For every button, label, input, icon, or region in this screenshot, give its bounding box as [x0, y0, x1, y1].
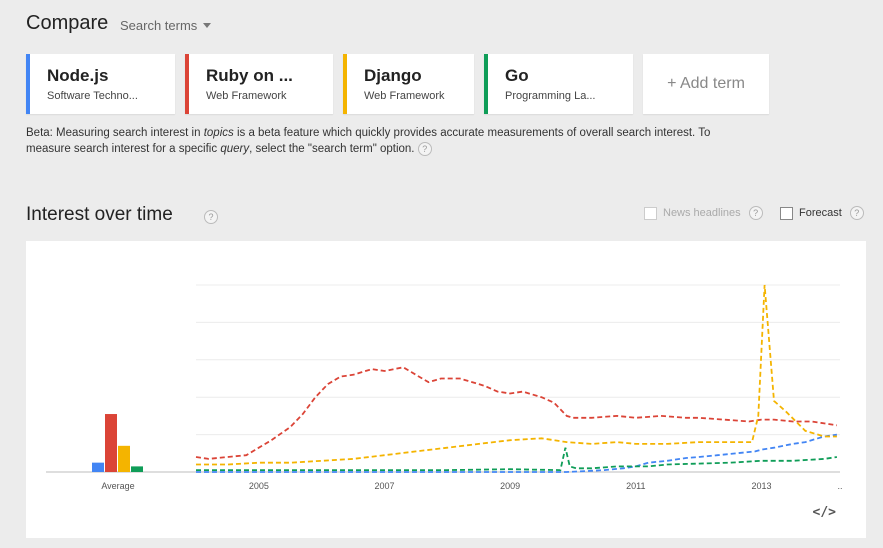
term-card-go[interactable]: Go Programming La... — [484, 54, 633, 114]
term-name: Ruby on ... — [206, 66, 293, 85]
x-tick-label: 2007 — [374, 481, 394, 491]
beta-note-em-topics: topics — [203, 127, 234, 139]
beta-note-em-query: query — [220, 143, 250, 155]
term-category: Programming La... — [505, 90, 596, 102]
embed-code-icon[interactable]: </> — [812, 505, 836, 520]
term-card-django[interactable]: Django Web Framework — [343, 54, 474, 114]
forecast-label: Forecast — [799, 207, 842, 219]
term-name: Django — [364, 66, 422, 85]
help-icon[interactable]: ? — [748, 206, 763, 220]
x-tick-label: 2013 — [751, 481, 771, 491]
page-title: Compare — [26, 12, 109, 34]
interest-over-time-title: Interest over time — [26, 204, 173, 225]
series-line-go — [196, 447, 838, 472]
average-bar-nodejs — [92, 462, 104, 472]
news-headlines-checkbox[interactable] — [644, 206, 657, 220]
news-headlines-label: News headlines — [663, 207, 741, 219]
series-line-ruby — [195, 366, 838, 460]
term-name: Node.js — [47, 66, 109, 85]
term-name: Go — [505, 66, 529, 85]
x-tick-label: 2011 — [626, 481, 645, 491]
term-category: Web Framework — [364, 90, 445, 102]
average-bar-rubyon — [105, 414, 117, 472]
series-line-nodejs — [196, 433, 838, 473]
average-bar-django — [118, 445, 130, 472]
term-category: Web Framework — [206, 90, 287, 102]
term-card-ruby[interactable]: Ruby on ... Web Framework — [185, 54, 333, 114]
beta-note: Beta: Measuring search interest in topic… — [26, 125, 726, 157]
x-tick-label: 2009 — [500, 481, 520, 491]
help-icon[interactable]: ? — [204, 210, 218, 224]
news-headlines-toggle[interactable]: News headlines ? — [644, 206, 763, 220]
x-tick-label: 2005 — [249, 481, 269, 491]
forecast-checkbox[interactable] — [780, 206, 793, 220]
help-icon[interactable]: ? — [417, 141, 432, 156]
term-category: Software Techno... — [47, 90, 138, 102]
chevron-down-icon — [203, 23, 212, 28]
average-bar-go — [131, 466, 143, 472]
beta-note-text-1: Beta: Measuring search interest in — [26, 127, 204, 139]
search-terms-label: Search terms — [120, 18, 198, 33]
average-label: Average — [101, 481, 134, 491]
interest-chart: Average 2005 2007 2009 2011 2013.. — [46, 284, 843, 491]
series-line-django — [196, 284, 837, 466]
forecast-toggle[interactable]: Forecast ? — [780, 206, 864, 220]
beta-note-text-2: is a beta feature which quickly provides… — [26, 127, 711, 155]
add-term-button[interactable]: + Add term — [643, 54, 769, 114]
interest-chart-panel: Average 2005 2007 2009 2011 2013.. </> — [26, 241, 866, 538]
beta-note-text-3: , select the "search term" option. — [249, 143, 415, 155]
x-tick-label: .. — [837, 481, 842, 491]
search-terms-dropdown[interactable]: Search terms — [120, 18, 212, 33]
help-icon[interactable]: ? — [849, 206, 864, 220]
term-card-nodejs[interactable]: Node.js Software Techno... — [26, 54, 175, 114]
